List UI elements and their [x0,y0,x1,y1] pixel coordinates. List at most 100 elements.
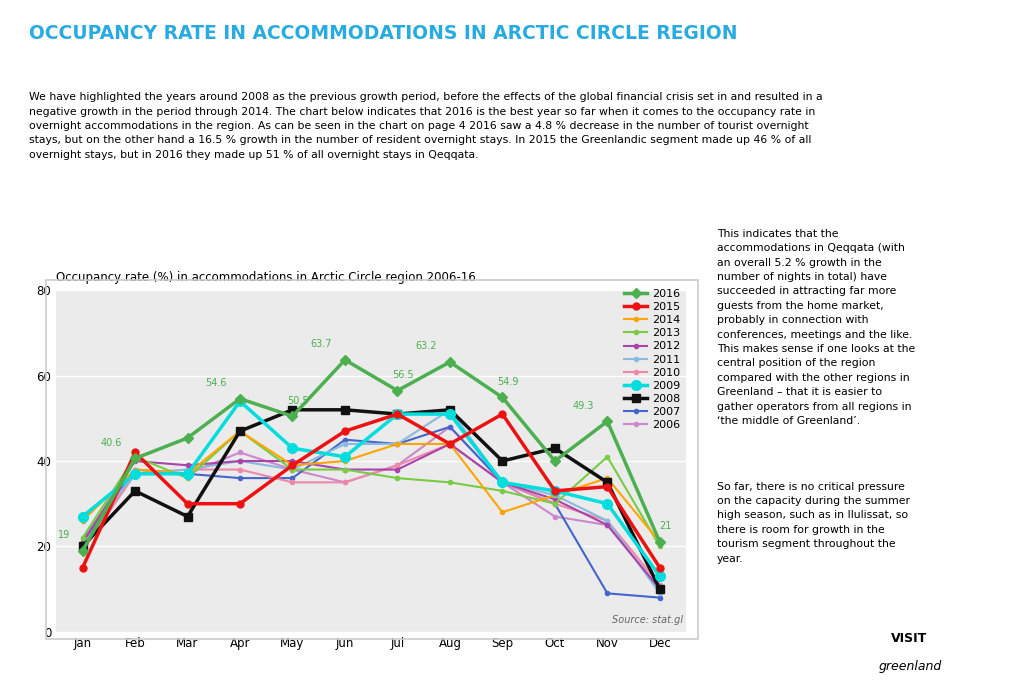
2008 [549,444,561,452]
2006 [497,478,509,486]
Line: 2016: 2016 [79,357,664,554]
2011 [287,466,299,474]
2013 [549,500,561,508]
Text: 63.7: 63.7 [310,339,332,349]
2016 [233,395,246,403]
Text: 56.5: 56.5 [392,370,414,380]
2011 [391,440,403,448]
2015 [77,563,89,572]
2016 [497,393,509,402]
Text: 54.6: 54.6 [206,378,227,388]
2010 [129,470,141,478]
2012 [443,440,456,448]
2009 [391,410,403,418]
2006 [181,470,194,478]
Line: 2011: 2011 [81,408,662,596]
Line: 2010: 2010 [81,442,662,587]
2014 [287,461,299,469]
2010 [339,478,351,486]
2012 [497,478,509,486]
2011 [129,470,141,478]
2008 [233,427,246,435]
2014 [129,466,141,474]
2006 [77,546,89,555]
2016 [391,387,403,395]
2010 [601,516,613,525]
Text: 49.3: 49.3 [573,401,594,410]
2014 [339,457,351,465]
2010 [549,500,561,508]
2008 [601,478,613,486]
2011 [181,466,194,474]
2006 [287,466,299,474]
2015 [233,500,246,508]
Text: 21: 21 [658,521,672,531]
Text: VISIT: VISIT [891,632,927,645]
2015 [391,410,403,418]
2016 [339,356,351,364]
2014 [497,508,509,516]
2016 [77,546,89,555]
Text: 19: 19 [58,530,71,540]
2013 [497,487,509,495]
2012 [549,495,561,503]
2006 [653,585,666,593]
2007 [653,594,666,602]
2009 [549,487,561,495]
2006 [233,449,246,457]
2015 [601,482,613,490]
2008 [77,542,89,550]
2007 [129,466,141,474]
2007 [233,474,246,482]
Line: 2015: 2015 [79,410,664,571]
2012 [77,538,89,546]
Text: greenland: greenland [879,660,942,673]
2009 [181,470,194,478]
2016 [181,434,194,442]
2007 [77,538,89,546]
2008 [287,406,299,414]
Line: 2006: 2006 [81,425,662,591]
Line: 2013: 2013 [81,429,662,548]
2009 [287,444,299,452]
2014 [391,440,403,448]
Text: This indicates that the
accommodations in Qeqqata (with
an overall 5.2 % growth : This indicates that the accommodations i… [717,229,915,426]
2010 [653,581,666,589]
2011 [653,589,666,598]
Line: 2007: 2007 [81,425,662,600]
2013 [233,427,246,435]
Line: 2012: 2012 [81,442,662,591]
2008 [339,406,351,414]
2010 [443,440,456,448]
2014 [549,491,561,499]
2011 [443,406,456,414]
2015 [181,500,194,508]
2009 [497,478,509,486]
2016 [129,454,141,462]
2009 [129,470,141,478]
2013 [653,542,666,550]
2012 [653,585,666,593]
Text: OCCUPANCY RATE IN ACCOMMODATIONS IN ARCTIC CIRCLE REGION: OCCUPANCY RATE IN ACCOMMODATIONS IN ARCT… [29,24,737,43]
2013 [129,453,141,461]
2009 [601,500,613,508]
Text: So far, there is no critical pressure
on the capacity during the summer
high sea: So far, there is no critical pressure on… [717,482,909,563]
2015 [287,461,299,469]
2015 [653,563,666,572]
2006 [129,470,141,478]
2009 [77,512,89,520]
2007 [549,500,561,508]
2016 [653,538,666,546]
2006 [443,423,456,431]
2008 [181,512,194,520]
2012 [181,461,194,469]
2007 [339,436,351,444]
2012 [391,466,403,474]
2008 [391,410,403,418]
2011 [77,534,89,542]
Text: 63.2: 63.2 [416,342,437,351]
2013 [443,478,456,486]
2009 [443,410,456,418]
2015 [339,427,351,435]
2011 [497,478,509,486]
